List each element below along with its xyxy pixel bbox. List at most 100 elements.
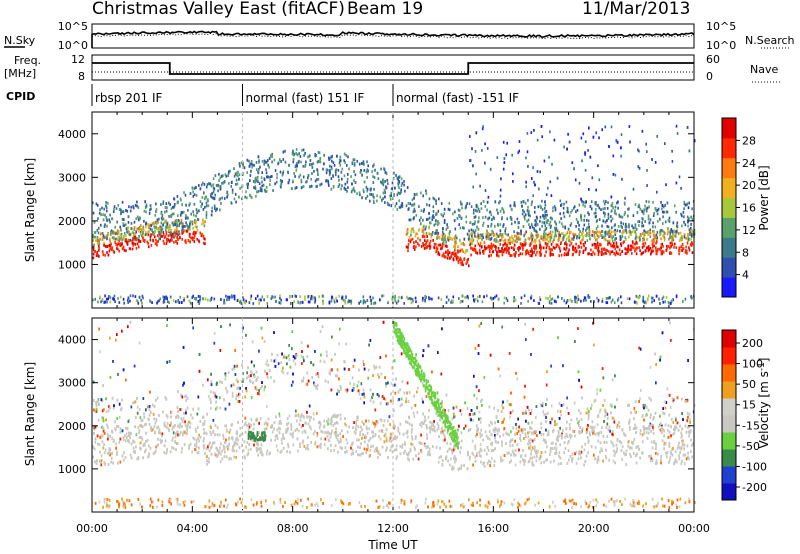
power-cell bbox=[575, 210, 577, 214]
power-cell bbox=[384, 195, 386, 199]
power-cell bbox=[195, 297, 197, 301]
power-cell bbox=[231, 188, 234, 192]
power-cell bbox=[395, 202, 398, 205]
power-cell bbox=[675, 295, 678, 299]
power-cell bbox=[571, 237, 573, 241]
power-cell bbox=[582, 132, 585, 136]
power-cell bbox=[142, 229, 144, 233]
power-cell bbox=[611, 236, 614, 240]
power-cell bbox=[610, 219, 612, 223]
power-cell bbox=[430, 232, 432, 236]
power-cell bbox=[548, 301, 551, 305]
power-cell bbox=[581, 199, 583, 203]
power-cell bbox=[522, 225, 525, 228]
power-cell bbox=[652, 225, 654, 229]
power-cell bbox=[188, 299, 191, 303]
power-cell bbox=[204, 205, 206, 209]
power-cell bbox=[403, 180, 405, 183]
power-cell bbox=[568, 214, 571, 218]
power-cell bbox=[603, 237, 606, 241]
power-cell bbox=[476, 209, 478, 213]
power-cell bbox=[374, 301, 376, 305]
power-cell bbox=[576, 236, 578, 240]
power-cell bbox=[487, 195, 490, 199]
power-cell bbox=[619, 235, 622, 238]
power-cell bbox=[597, 248, 599, 252]
power-cell bbox=[656, 135, 658, 138]
power-cell bbox=[113, 294, 116, 298]
power-cell bbox=[96, 239, 99, 243]
power-cell bbox=[675, 124, 678, 128]
power-cell bbox=[512, 172, 514, 176]
power-cell bbox=[187, 227, 189, 231]
power-cell bbox=[185, 241, 187, 245]
power-cell bbox=[574, 233, 577, 237]
power-cell bbox=[433, 242, 436, 246]
power-cell bbox=[104, 245, 107, 248]
power-cell bbox=[173, 231, 176, 235]
power-cell bbox=[420, 209, 423, 212]
power-cell bbox=[504, 232, 507, 235]
power-cell bbox=[649, 231, 652, 235]
power-cell bbox=[225, 174, 227, 178]
power-cell bbox=[438, 221, 440, 225]
power-cell bbox=[501, 233, 504, 236]
power-cell bbox=[514, 204, 516, 208]
power-cell bbox=[441, 238, 443, 241]
power-cell bbox=[543, 235, 545, 239]
power-cell bbox=[501, 247, 503, 250]
power-cell bbox=[451, 299, 453, 303]
power-colorbar-label: Power [dB] bbox=[757, 165, 771, 230]
power-cell bbox=[525, 250, 528, 254]
power-cell bbox=[101, 206, 103, 210]
power-cell bbox=[535, 215, 538, 219]
power-cell bbox=[614, 247, 616, 251]
power-cell bbox=[667, 218, 670, 222]
power-cell bbox=[314, 179, 317, 183]
power-cell bbox=[482, 224, 484, 227]
power-cell bbox=[149, 235, 152, 239]
power-cell bbox=[642, 232, 644, 236]
power-cell bbox=[237, 174, 239, 178]
power-cell bbox=[405, 204, 408, 208]
power-cell bbox=[177, 214, 179, 218]
power-cell bbox=[630, 233, 632, 236]
power-cell bbox=[153, 221, 155, 225]
power-cell bbox=[547, 186, 549, 190]
power-cell bbox=[412, 299, 414, 303]
power-cell bbox=[462, 226, 464, 230]
power-cell bbox=[549, 220, 552, 224]
power-cell bbox=[612, 173, 615, 176]
power-cell bbox=[526, 209, 529, 212]
power-cell bbox=[199, 231, 201, 235]
power-cell bbox=[117, 229, 119, 233]
power-cell bbox=[331, 167, 333, 171]
power-cell bbox=[198, 300, 201, 304]
power-cell bbox=[192, 232, 194, 236]
power-cell bbox=[127, 230, 130, 234]
power-cell bbox=[555, 243, 558, 247]
power-cell bbox=[509, 241, 511, 245]
power-cell bbox=[456, 217, 459, 220]
power-cell bbox=[467, 257, 469, 261]
power-cell bbox=[424, 227, 427, 231]
power-cell bbox=[587, 295, 589, 299]
power-cell bbox=[411, 298, 414, 301]
power-cell bbox=[413, 202, 416, 206]
power-cell bbox=[267, 159, 269, 162]
power-cell bbox=[223, 301, 225, 305]
power-cell bbox=[164, 210, 166, 214]
power-cell bbox=[412, 203, 415, 207]
power-cell bbox=[266, 295, 269, 298]
power-cell bbox=[166, 206, 168, 209]
power-cell bbox=[130, 227, 132, 230]
power-cell bbox=[328, 158, 330, 161]
power-cell bbox=[685, 245, 687, 249]
power-cell bbox=[540, 125, 543, 128]
power-cell bbox=[189, 233, 191, 236]
power-cell bbox=[267, 163, 269, 167]
power-cell bbox=[330, 187, 333, 191]
power-cell bbox=[571, 208, 573, 212]
power-cell bbox=[612, 154, 615, 158]
power-cell bbox=[621, 215, 624, 219]
